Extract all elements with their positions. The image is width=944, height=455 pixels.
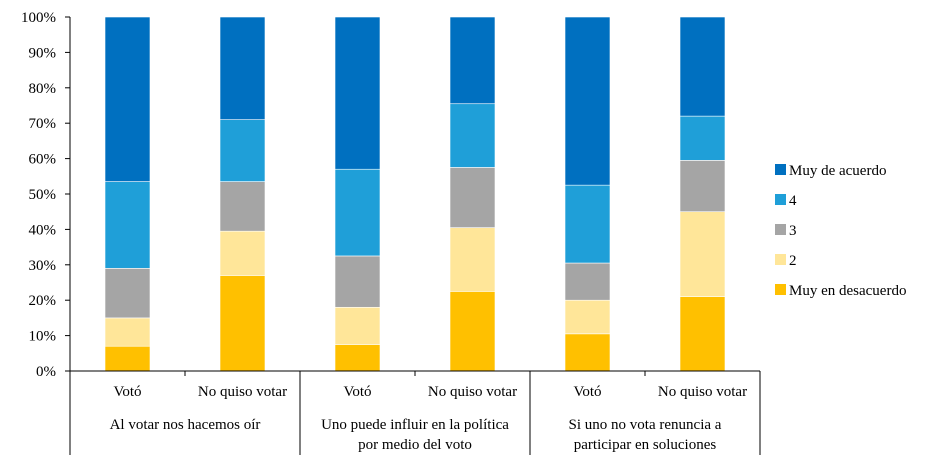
bar-segment bbox=[449, 16, 496, 105]
y-tick-label: 30% bbox=[29, 258, 57, 274]
bar-segment bbox=[104, 317, 151, 347]
bar-segment bbox=[564, 333, 611, 372]
y-tick-label: 80% bbox=[29, 81, 57, 97]
x-axis: Votó No quiso votar Votó No quiso votar Votó… bbox=[69, 370, 761, 455]
category-label: Votó bbox=[573, 384, 601, 400]
legend-label: 3 bbox=[789, 223, 797, 239]
bar-segment bbox=[334, 255, 381, 308]
legend-label: 2 bbox=[789, 253, 797, 269]
bar-segment bbox=[564, 184, 611, 264]
bar-segment bbox=[334, 168, 381, 257]
legend-swatch bbox=[775, 254, 786, 265]
legend-swatch bbox=[775, 224, 786, 235]
bar-segment bbox=[334, 16, 381, 170]
y-tick-label: 50% bbox=[29, 187, 57, 203]
legend-label: Muy en desacuerdo bbox=[789, 283, 906, 299]
group-label: Al votar nos hacemos oír bbox=[110, 417, 261, 433]
bar-segment bbox=[564, 299, 611, 335]
y-tick-label: 100% bbox=[21, 10, 56, 26]
legend-label: Muy de acuerdo bbox=[789, 163, 886, 179]
group-label: por medio del voto bbox=[358, 437, 472, 453]
category-label: No quiso votar bbox=[428, 384, 517, 400]
bar-segment bbox=[679, 16, 726, 117]
legend-label: 4 bbox=[789, 193, 797, 209]
y-tick-label: 90% bbox=[29, 45, 57, 61]
category-label: Votó bbox=[343, 384, 371, 400]
y-tick-label: 20% bbox=[29, 293, 57, 309]
legend-swatch bbox=[775, 194, 786, 205]
bar-segment bbox=[334, 306, 381, 345]
bar-segment bbox=[449, 227, 496, 292]
bars bbox=[104, 16, 726, 372]
y-tick-label: 10% bbox=[29, 329, 57, 345]
bar-segment bbox=[679, 296, 726, 372]
bar-segment bbox=[449, 103, 496, 168]
legend: Muy de acuerdo 4 3 2 Muy en desacuerdo bbox=[775, 163, 906, 299]
bar-segment bbox=[449, 291, 496, 372]
bar-segment bbox=[564, 16, 611, 186]
bar-segment bbox=[104, 268, 151, 319]
bar-segment bbox=[449, 167, 496, 228]
bar-segment bbox=[219, 16, 266, 120]
legend-swatch bbox=[775, 164, 786, 175]
y-tick-label: 70% bbox=[29, 116, 57, 132]
bar-segment bbox=[104, 181, 151, 269]
category-label: No quiso votar bbox=[198, 384, 287, 400]
bar-segment bbox=[334, 344, 381, 372]
bar-segment bbox=[219, 119, 266, 182]
category-label: No quiso votar bbox=[658, 384, 747, 400]
category-label: Votó bbox=[113, 384, 141, 400]
y-tick-label: 60% bbox=[29, 152, 57, 168]
y-axis: 0% 10% 20% 30% 40% 50% 60% 70% 80% 90% 100% bbox=[21, 10, 71, 380]
legend-swatch bbox=[775, 284, 786, 295]
group-label: Si uno no vota renuncia a bbox=[569, 417, 722, 433]
bar-segment bbox=[219, 275, 266, 372]
bar-segment bbox=[104, 16, 151, 182]
bar-segment bbox=[679, 211, 726, 297]
bar-segment bbox=[679, 115, 726, 161]
bar-segment bbox=[564, 262, 611, 301]
group-label: participar en soluciones bbox=[574, 437, 717, 453]
y-tick-label: 40% bbox=[29, 222, 57, 238]
bar-segment bbox=[679, 160, 726, 212]
y-tick-label: 0% bbox=[36, 364, 56, 380]
bar-segment bbox=[219, 230, 266, 276]
bar-segment bbox=[104, 345, 151, 372]
group-label: Uno puede influir en la política bbox=[321, 417, 509, 433]
bar-segment bbox=[219, 181, 266, 232]
